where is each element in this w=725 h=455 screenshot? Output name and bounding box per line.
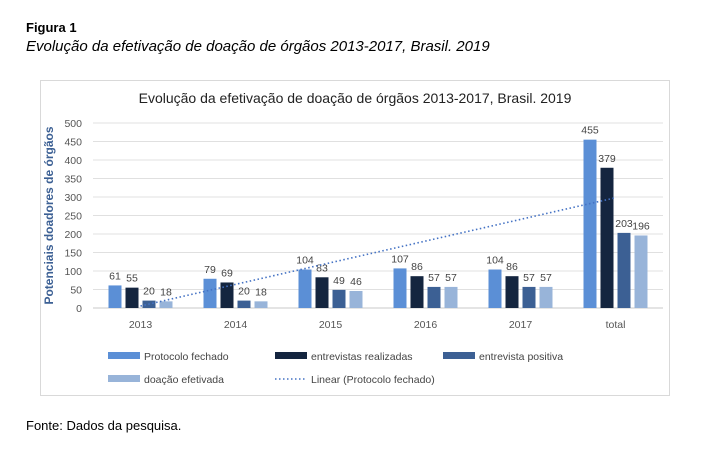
data-label: 104 <box>296 255 314 267</box>
data-label: 196 <box>632 220 650 232</box>
legend-label: entrevista positiva <box>479 351 563 363</box>
bar <box>393 268 407 308</box>
y-tick-label: 300 <box>64 192 82 204</box>
data-label: 203 <box>615 218 633 230</box>
data-label: 18 <box>160 286 172 298</box>
data-label: 83 <box>316 262 328 274</box>
bar <box>617 232 631 308</box>
x-tick-label: 2013 <box>129 319 153 331</box>
y-tick-label: 350 <box>64 174 82 186</box>
bar <box>159 301 173 308</box>
x-tick-label: total <box>606 319 626 331</box>
bar <box>505 276 519 308</box>
bar <box>600 167 614 308</box>
figure-source: Fonte: Dados da pesquisa. <box>26 418 182 433</box>
y-tick-label: 100 <box>64 266 82 278</box>
data-label: 55 <box>126 273 138 285</box>
data-label: 104 <box>486 255 504 267</box>
bar <box>332 289 346 308</box>
bar <box>444 286 458 308</box>
legend-swatch <box>108 375 140 382</box>
data-label: 79 <box>204 264 216 276</box>
data-label: 57 <box>428 272 440 284</box>
y-tick-label: 400 <box>64 155 82 167</box>
bar <box>634 235 648 308</box>
legend-label: entrevistas realizadas <box>311 351 413 363</box>
data-label: 86 <box>411 261 423 273</box>
y-axis-label: Potenciais doadores de órgãos <box>42 126 56 304</box>
y-tick-label: 250 <box>64 211 82 223</box>
bar <box>427 286 441 308</box>
trendline <box>140 196 616 307</box>
data-label: 69 <box>221 267 233 279</box>
bar <box>410 276 424 308</box>
chart-title: Evolução da efetivação de doação de órgã… <box>139 90 572 106</box>
bar <box>522 286 536 308</box>
data-label: 61 <box>109 270 121 282</box>
legend-label: Protocolo fechado <box>144 351 229 363</box>
y-tick-label: 450 <box>64 137 82 149</box>
bar <box>583 139 597 308</box>
data-label: 57 <box>445 272 457 284</box>
legend-label: doação efetivada <box>144 374 224 386</box>
legend-swatch <box>108 352 140 359</box>
data-label: 86 <box>506 261 518 273</box>
bar <box>315 277 329 308</box>
y-tick-label: 200 <box>64 229 82 241</box>
x-tick-label: 2015 <box>319 319 343 331</box>
x-tick-label: 2016 <box>414 319 438 331</box>
data-label: 46 <box>350 276 362 288</box>
bar <box>539 286 553 308</box>
y-tick-label: 500 <box>64 118 82 130</box>
chart-frame <box>40 80 670 396</box>
data-label: 107 <box>391 253 409 265</box>
legend-label: Linear (Protocolo fechado) <box>311 374 435 386</box>
y-tick-label: 150 <box>64 248 82 260</box>
y-tick-label: 50 <box>70 285 82 297</box>
bar <box>125 287 139 308</box>
bar <box>254 301 268 308</box>
figure-caption: Evolução da efetivação de doação de órgã… <box>26 38 490 55</box>
bar <box>237 300 251 308</box>
data-label: 18 <box>255 286 267 298</box>
bar <box>108 285 122 308</box>
data-label: 455 <box>581 125 599 137</box>
legend-swatch <box>275 352 307 359</box>
bar <box>488 269 502 308</box>
data-label: 20 <box>238 286 250 298</box>
data-label: 49 <box>333 275 345 287</box>
bar <box>298 269 312 308</box>
bar <box>220 282 234 308</box>
legend-swatch <box>443 352 475 359</box>
bar <box>203 278 217 308</box>
figure-label: Figura 1 <box>26 20 77 35</box>
data-label: 57 <box>540 272 552 284</box>
data-label: 379 <box>598 153 616 165</box>
data-label: 57 <box>523 272 535 284</box>
bar <box>349 290 363 308</box>
data-label: 20 <box>143 286 155 298</box>
x-tick-label: 2017 <box>509 319 533 331</box>
x-tick-label: 2014 <box>224 319 248 331</box>
y-tick-label: 0 <box>76 303 82 315</box>
